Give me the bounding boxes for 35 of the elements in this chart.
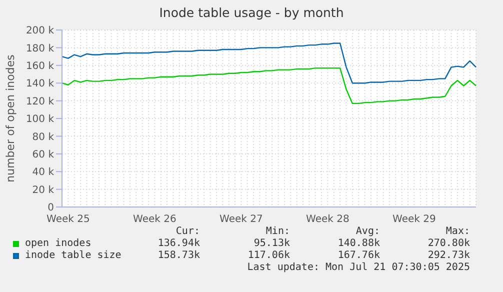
legend-label: open inodes <box>24 238 92 249</box>
y-tick-label: 120 k <box>26 96 54 108</box>
text: 292.73k <box>428 250 470 261</box>
text: 140.88k <box>338 238 380 249</box>
text: 158.73k <box>158 250 200 261</box>
text: Min: <box>266 226 290 237</box>
x-tick-label: Week 28 <box>306 214 350 226</box>
legend-label: inode table size <box>24 250 122 261</box>
y-tick-label: 140 k <box>26 78 54 90</box>
x-tick-label: Week 25 <box>46 214 90 226</box>
text: Last update: Mon Jul 21 07:30:05 2025 <box>247 262 470 273</box>
text: Avg: <box>356 226 380 237</box>
text: 95.13k <box>254 238 290 249</box>
y-axis-title: number of open inodes <box>4 54 17 182</box>
y-tick-label: 60 k <box>32 149 54 160</box>
x-tick-label: Week 26 <box>133 214 176 226</box>
text: Cur: <box>176 226 200 237</box>
line-series <box>61 42 477 84</box>
x-tick-label: Week 29 <box>392 214 436 226</box>
text: Max: <box>446 226 470 237</box>
y-tick-label: 180 k <box>26 43 54 54</box>
y-tick-label: 20 k <box>32 184 54 196</box>
text: 167.76k <box>338 250 380 261</box>
line-series <box>61 67 477 104</box>
y-tick-label: 80 k <box>32 132 54 143</box>
text: 117.06k <box>248 250 290 261</box>
y-tick-label: 160 k <box>26 60 54 72</box>
chart-title: Inode table usage - by month <box>158 5 345 20</box>
y-tick-label: 40 k <box>32 167 54 178</box>
x-tick-label: Week 27 <box>220 214 263 226</box>
y-tick-label: 0 <box>48 202 54 214</box>
text: 270.80k <box>428 238 470 249</box>
text: 136.94k <box>158 238 200 249</box>
y-tick-label: 100 k <box>26 114 54 126</box>
y-tick-label: 200 k <box>26 26 54 37</box>
